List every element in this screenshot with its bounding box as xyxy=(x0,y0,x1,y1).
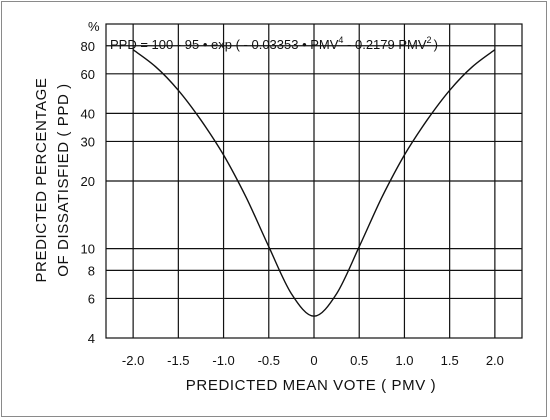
x-tick-label: 2.0 xyxy=(486,353,504,368)
y-tick-label: 80 xyxy=(81,39,95,54)
curve-layer xyxy=(132,49,496,317)
tick-labels: -2.0 -1.5 -1.0 -0.5 0 0.5 1.0 1.5 2.0 4 6 8 10 20 30 40… xyxy=(81,39,504,368)
x-tick-label: -1.0 xyxy=(212,353,234,368)
x-tick-label: -1.5 xyxy=(167,353,189,368)
y-tick-label: 40 xyxy=(81,106,95,121)
y-tick-label: 8 xyxy=(88,263,95,278)
equation-label: PPD = 100 - 95 • exp ( - 0.03353 • PMV4 … xyxy=(110,35,438,52)
equation-close: ) xyxy=(434,37,438,52)
y-tick-label: 6 xyxy=(88,291,95,306)
y-tick-label: 10 xyxy=(81,242,95,257)
y-tick-label: 60 xyxy=(81,67,95,82)
x-tick-label: -2.0 xyxy=(122,353,144,368)
x-tick-label: 0 xyxy=(310,353,317,368)
equation-exp1: 4 xyxy=(338,35,343,45)
x-tick-label: 0.5 xyxy=(350,353,368,368)
equation-mid: - 0.2179 PMV xyxy=(343,37,426,52)
y-tick-label: 30 xyxy=(81,134,95,149)
y-axis-title-line2: OF DISSATISFIED ( PPD ) xyxy=(55,83,72,277)
x-tick-label: 1.0 xyxy=(395,353,413,368)
ppd-curve xyxy=(132,49,496,317)
equation-main: PPD = 100 - 95 • exp ( - 0.03353 • PMV xyxy=(110,37,339,52)
y-tick-label: 20 xyxy=(81,174,95,189)
x-tick-label: -0.5 xyxy=(258,353,280,368)
x-axis-title: PREDICTED MEAN VOTE ( PMV ) xyxy=(186,377,436,394)
y-axis-title-line1: PREDICTED PERCENTAGE xyxy=(33,77,50,282)
x-tick-label: 1.5 xyxy=(441,353,459,368)
equation-exp2: 2 xyxy=(427,35,432,45)
y-unit-label: % xyxy=(88,19,100,34)
y-tick-label: 4 xyxy=(88,331,95,346)
grid xyxy=(105,23,523,339)
